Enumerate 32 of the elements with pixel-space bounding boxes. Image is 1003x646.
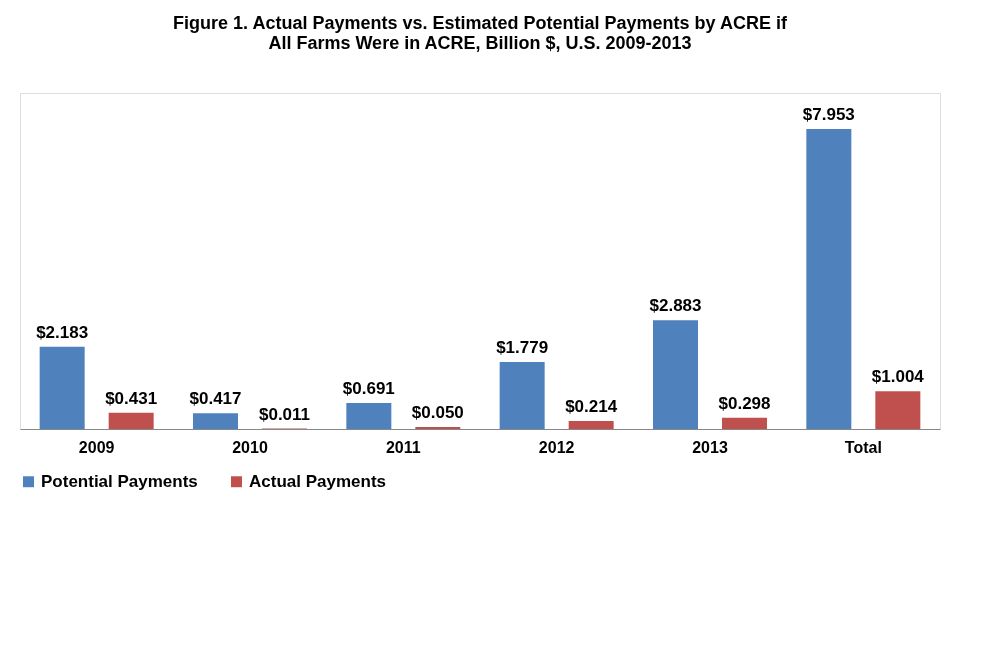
bar xyxy=(499,361,545,429)
data-label: $2.183 xyxy=(36,322,89,342)
legend-label: Actual Payments xyxy=(249,471,386,491)
x-tick-label: 2009 xyxy=(78,438,115,456)
bar xyxy=(568,420,614,429)
data-label: $7.953 xyxy=(802,105,855,124)
x-tick-label: 2011 xyxy=(385,438,421,456)
text: Figure 1. Actual Payments vs. Estimated Potential Payments by ACRE if xyxy=(173,13,787,33)
x-tick-label: 2013 xyxy=(692,438,728,456)
text: All Farms Were in ACRE, Billion $, U.S. 2009-2013 xyxy=(268,33,692,53)
data-label: $0.011 xyxy=(258,404,311,424)
data-label: $0.691 xyxy=(342,378,395,398)
data-label: $1.004 xyxy=(871,367,925,387)
bar xyxy=(108,412,154,429)
bar xyxy=(193,413,238,429)
bar xyxy=(346,402,392,429)
data-label: $0.050 xyxy=(411,403,464,423)
bar xyxy=(39,346,85,429)
data-label: $0.214 xyxy=(565,396,618,416)
bar xyxy=(722,417,767,429)
bar xyxy=(806,129,852,429)
data-label: $2.883 xyxy=(649,296,702,316)
x-tick-label: 2012 xyxy=(538,438,575,456)
x-tick-label: 2010 xyxy=(232,438,268,456)
bar xyxy=(653,320,698,429)
data-label: $1.779 xyxy=(496,337,549,357)
bar xyxy=(875,391,921,429)
data-label: $0.298 xyxy=(718,393,771,413)
legend-label: Potential Payments xyxy=(41,471,198,491)
data-label: $0.417 xyxy=(189,389,242,409)
data-label: $0.431 xyxy=(105,388,158,408)
x-tick-label: Total xyxy=(844,438,882,456)
